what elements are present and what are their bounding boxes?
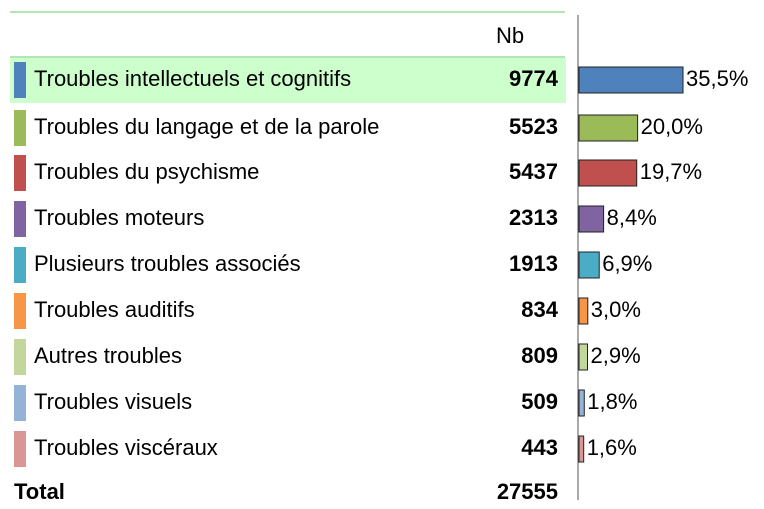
bar — [578, 159, 638, 187]
category-label: Troubles du langage et de la parole — [34, 114, 379, 139]
category-label: Troubles visuels — [34, 389, 192, 414]
total-label: Total — [14, 479, 65, 504]
value-label: 35,5% — [686, 66, 748, 91]
total-value: 27555 — [497, 479, 558, 504]
count: 5523 — [509, 114, 558, 139]
count: 2313 — [509, 205, 558, 230]
bar — [578, 389, 585, 417]
color-swatch — [14, 339, 26, 375]
count: 443 — [521, 435, 558, 460]
bar — [578, 435, 585, 463]
value-label: 19,7% — [640, 159, 702, 184]
value-label: 8,4% — [607, 205, 657, 230]
category-label: Troubles intellectuels et cognitifs — [34, 66, 351, 91]
count: 834 — [521, 297, 558, 322]
count: 5437 — [509, 159, 558, 184]
bar — [578, 343, 588, 371]
color-swatch — [14, 385, 26, 421]
color-swatch — [14, 201, 26, 237]
value-label: 1,6% — [587, 435, 637, 460]
color-swatch — [14, 62, 26, 98]
bar — [578, 66, 684, 94]
count: 1913 — [509, 251, 558, 276]
category-label: Autres troubles — [34, 343, 182, 368]
color-swatch — [14, 293, 26, 329]
row-highlight — [10, 58, 566, 103]
bar — [578, 251, 600, 279]
count: 9774 — [509, 66, 559, 91]
value-label: 20,0% — [641, 114, 703, 139]
category-label: Troubles moteurs — [34, 205, 204, 230]
color-swatch — [14, 110, 26, 146]
bar — [578, 205, 605, 233]
color-swatch — [14, 155, 26, 191]
category-label: Troubles du psychisme — [34, 159, 259, 184]
count: 509 — [521, 389, 558, 414]
bar — [578, 297, 589, 325]
color-swatch — [14, 431, 26, 467]
category-label: Troubles viscéraux — [34, 435, 218, 460]
value-label: 3,0% — [591, 297, 641, 322]
value-label: 2,9% — [590, 343, 640, 368]
category-label: Plusieurs troubles associés — [34, 251, 301, 276]
value-label: 1,8% — [587, 389, 637, 414]
count: 809 — [521, 343, 558, 368]
bar — [578, 114, 639, 142]
category-label: Troubles auditifs — [34, 297, 195, 322]
value-label: 6,9% — [602, 251, 652, 276]
column-header: Nb — [496, 23, 524, 48]
color-swatch — [14, 247, 26, 283]
